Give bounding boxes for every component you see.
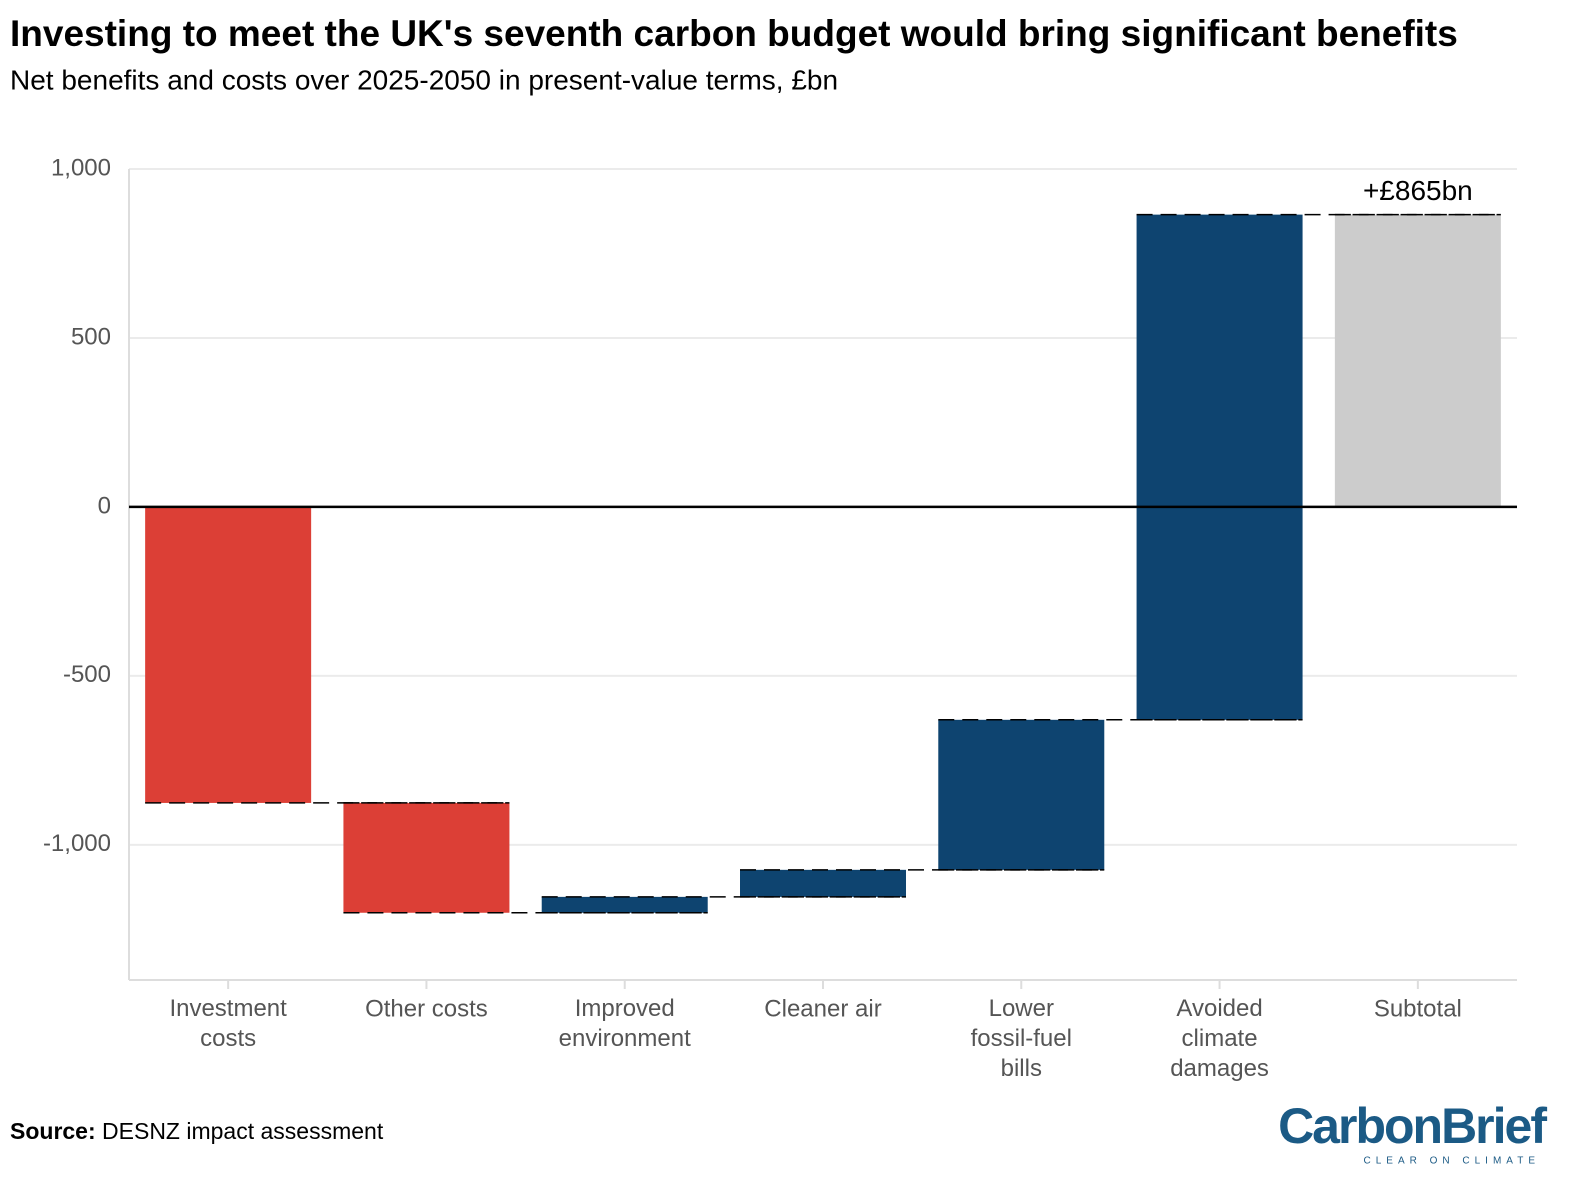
x-tick-label: Lower fossil-fuel bills bbox=[971, 995, 1072, 1082]
chart-title: Investing to meet the UK's seventh carbo… bbox=[10, 13, 1458, 54]
bar bbox=[145, 506, 312, 803]
y-tick-label: 500 bbox=[71, 323, 111, 350]
x-tick-label: Investment costs bbox=[169, 995, 287, 1052]
bar bbox=[740, 869, 906, 897]
logo-tagline: CLEAR ON CLIMATE bbox=[1364, 1156, 1541, 1167]
source: Source: DESNZ impact assessment bbox=[10, 1118, 384, 1144]
x-tick-label: Cleaner air bbox=[764, 995, 881, 1022]
value-label: +£865bn bbox=[1363, 175, 1473, 206]
bar bbox=[1136, 214, 1303, 720]
bar bbox=[541, 896, 708, 913]
source-label: Source: bbox=[10, 1118, 96, 1144]
bar bbox=[1334, 214, 1501, 507]
y-tick-label: 0 bbox=[98, 492, 111, 519]
y-tick-label: -500 bbox=[63, 661, 111, 688]
x-tick-label: Improved environment bbox=[559, 995, 691, 1052]
source-text: DESNZ impact assessment bbox=[102, 1118, 384, 1144]
chart-subtitle: Net benefits and costs over 2025-2050 in… bbox=[10, 64, 838, 95]
y-tick-label: -1,000 bbox=[43, 830, 111, 857]
x-tick-label: Other costs bbox=[365, 995, 488, 1022]
bar bbox=[343, 802, 510, 913]
x-tick-label: Avoided climate damages bbox=[1170, 995, 1269, 1082]
logo: CarbonBrief bbox=[1278, 1098, 1547, 1154]
y-tick-label: 1,000 bbox=[51, 154, 111, 181]
x-tick-label: Subtotal bbox=[1374, 995, 1462, 1022]
bar bbox=[938, 719, 1105, 870]
